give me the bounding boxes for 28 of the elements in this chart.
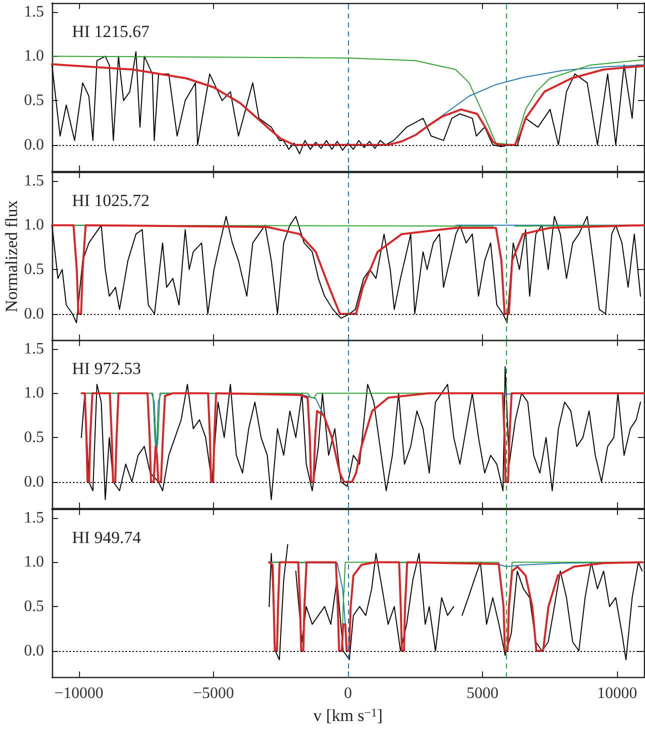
- y-tick-label: 1.0: [24, 384, 44, 402]
- annotation: HI 972.53: [72, 359, 141, 378]
- annotation: HI 1215.67: [72, 22, 150, 41]
- y-tick-label: 1.5: [24, 508, 44, 526]
- y-tick-label: 0.5: [24, 92, 44, 110]
- y-tick-label: 0.0: [24, 473, 44, 490]
- y-tick-label: 0.5: [24, 429, 44, 446]
- line-series: [52, 215, 641, 323]
- y-tick-label: 1.0: [24, 553, 44, 570]
- y-tick-label: 1.0: [24, 216, 44, 234]
- y-tick-label: 0.0: [24, 304, 44, 322]
- annotation: HI 1025.72: [72, 190, 150, 210]
- y-axis-title: Normalized flux: [2, 199, 21, 312]
- x-tick-label: 10000: [597, 684, 638, 702]
- y-tick-label: 1.5: [24, 340, 44, 358]
- x-tick-label: 5000: [466, 684, 499, 702]
- annotation: HI 949.74: [72, 528, 142, 546]
- x-tick-label: −5000: [192, 684, 234, 702]
- y-tick-label: 0.0: [24, 642, 44, 659]
- line-series: [51, 224, 645, 314]
- y-tick-label: 0.0: [24, 136, 44, 154]
- x-tick-label: −10000: [54, 684, 104, 702]
- y-tick-label: 0.5: [24, 260, 44, 278]
- y-tick-label: 1.5: [24, 172, 44, 189]
- y-tick-label: 1.0: [24, 48, 44, 65]
- x-tick-label: 0: [344, 684, 352, 702]
- y-tick-label: 1.5: [24, 3, 44, 20]
- y-tick-label: 0.5: [24, 598, 44, 615]
